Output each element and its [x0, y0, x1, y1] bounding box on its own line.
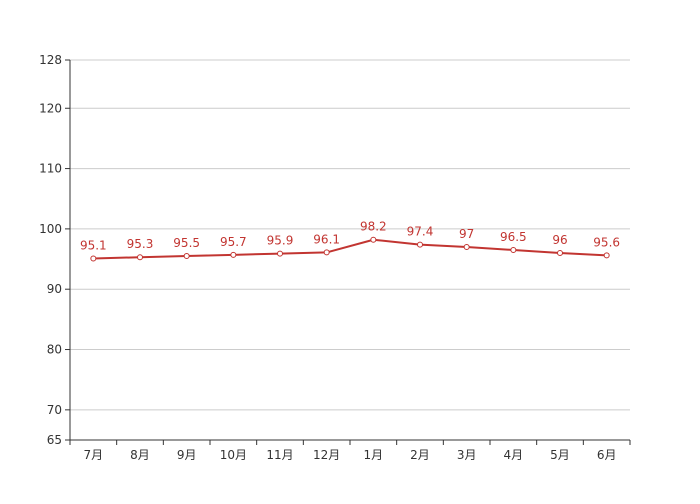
- y-tick-label: 110: [39, 162, 62, 176]
- x-tick-label: 2月: [410, 448, 430, 462]
- data-point[interactable]: [183, 253, 190, 260]
- data-point[interactable]: [603, 252, 610, 259]
- y-tick-label: 120: [39, 101, 62, 115]
- x-tick-label: 4月: [504, 448, 524, 462]
- data-point[interactable]: [277, 250, 283, 257]
- series-line: [93, 238, 607, 260]
- data-label: 98.2: [360, 220, 387, 234]
- data-point[interactable]: [323, 249, 330, 256]
- data-label: 97: [459, 227, 474, 241]
- data-point[interactable]: [557, 250, 563, 257]
- data-point[interactable]: [417, 241, 423, 248]
- x-tick-label: 3月: [457, 448, 477, 462]
- x-tick-label: 1月: [364, 448, 384, 462]
- data-label: 97.4: [407, 225, 434, 239]
- x-tick-label: 8月: [130, 448, 150, 462]
- data-point[interactable]: [510, 247, 517, 253]
- data-label: 96: [552, 233, 567, 247]
- x-tick-label: 6月: [597, 448, 617, 462]
- data-label: 95.7: [220, 235, 247, 249]
- data-point[interactable]: [90, 255, 97, 262]
- data-label: 95.3: [127, 237, 154, 251]
- y-tick-label: 70: [47, 403, 62, 417]
- data-label: 95.5: [173, 236, 200, 250]
- x-tick-label: 12月: [313, 448, 340, 462]
- data-label: 96.1: [313, 232, 340, 246]
- x-tick-label: 7月: [84, 448, 104, 462]
- data-label: 96.5: [500, 230, 527, 244]
- x-tick-label: 9月: [177, 448, 197, 462]
- y-tick-label: 65: [47, 433, 62, 447]
- y-tick-label: 80: [47, 343, 62, 357]
- data-point[interactable]: [137, 254, 143, 261]
- data-label: 95.6: [593, 235, 620, 249]
- data-point[interactable]: [230, 251, 237, 258]
- y-tick-label: 90: [47, 282, 62, 296]
- series-layer: [90, 236, 610, 262]
- y-tick-label: 100: [39, 222, 62, 236]
- x-axis-ticks: 7月 8月 9月 10月 11月 12月 1月 2月 3月 4月 5月 6月: [69, 440, 631, 462]
- data-point[interactable]: [463, 243, 470, 250]
- data-labels: 95.1 95.3 95.5 95.7 95.9 96.1 98.2 97.4 97 96.5 96…: [80, 220, 620, 253]
- y-axis-ticks: 65 70 80 90 100 110 120 128: [39, 53, 70, 447]
- y-tick-label: 128: [39, 53, 62, 67]
- x-tick-label: 11月: [266, 448, 293, 462]
- data-label: 95.9: [267, 234, 294, 248]
- axes: [69, 60, 630, 441]
- data-point[interactable]: [370, 236, 377, 243]
- grid-lines: [70, 59, 630, 411]
- data-label: 95.1: [80, 238, 107, 252]
- x-tick-label: 10月: [220, 448, 247, 462]
- x-tick-label: 5月: [550, 448, 570, 462]
